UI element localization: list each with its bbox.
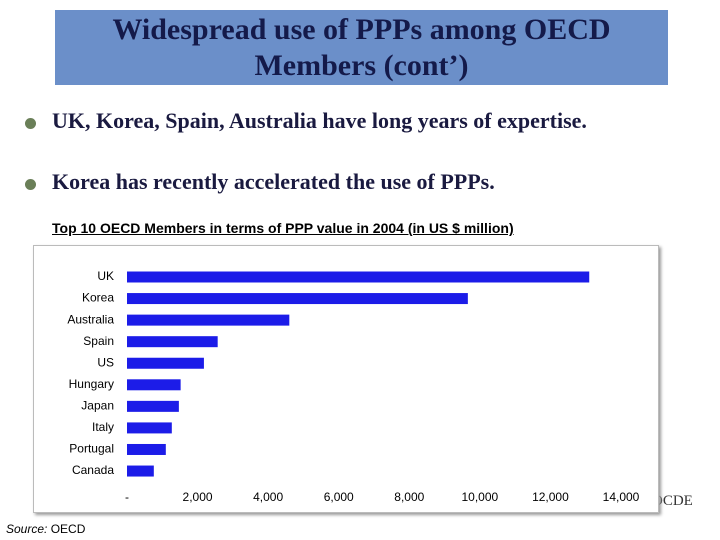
x-tick-label: 2,000 [183, 490, 213, 504]
bar [127, 422, 172, 434]
bar [127, 271, 590, 283]
x-tick-label: 14,000 [603, 490, 640, 504]
y-tick-label: Hungary [69, 377, 114, 391]
bar [127, 400, 179, 412]
bar [127, 336, 218, 348]
bar [127, 314, 290, 326]
x-tick-label: 6,000 [324, 490, 354, 504]
x-tick-label: 12,000 [532, 490, 569, 504]
bar [127, 465, 154, 477]
y-tick-label: Spain [83, 334, 114, 348]
y-tick-label: Portugal [69, 442, 114, 456]
bar [127, 379, 181, 391]
chart-title: Top 10 OECD Members in terms of PPP valu… [52, 220, 514, 236]
y-tick-label: Australia [67, 312, 114, 326]
logo-text: OCDE [652, 493, 693, 509]
x-tick-label: 4,000 [253, 490, 283, 504]
y-tick-label: Canada [72, 463, 114, 477]
x-tick-label: 8,000 [394, 490, 424, 504]
source-text: OECD [50, 522, 86, 536]
bar [127, 293, 468, 305]
slide-title: Widespread use of PPPs among OECD Member… [55, 10, 668, 85]
y-tick-label: Korea [82, 291, 114, 305]
bullet: UK, Korea, Spain, Australia have long ye… [52, 108, 587, 133]
bullet: Korea has recently accelerated the use o… [52, 169, 495, 194]
x-tick-label: - [125, 490, 129, 504]
bullet-dot [25, 118, 36, 129]
chart: - 2,000 4,000 6,000 8,000 10,000 12,000 14,000 U… [33, 245, 659, 513]
y-tick-label: Japan [81, 399, 114, 413]
source-label: Source: [6, 522, 48, 536]
y-tick-label: Italy [92, 420, 114, 434]
bullet-dot [25, 179, 36, 190]
bar [127, 357, 204, 369]
y-tick-label: US [97, 355, 114, 369]
y-tick-label: UK [97, 269, 114, 283]
bar [127, 443, 166, 455]
source: Source: OECD [6, 522, 85, 536]
x-tick-label: 10,000 [462, 490, 499, 504]
